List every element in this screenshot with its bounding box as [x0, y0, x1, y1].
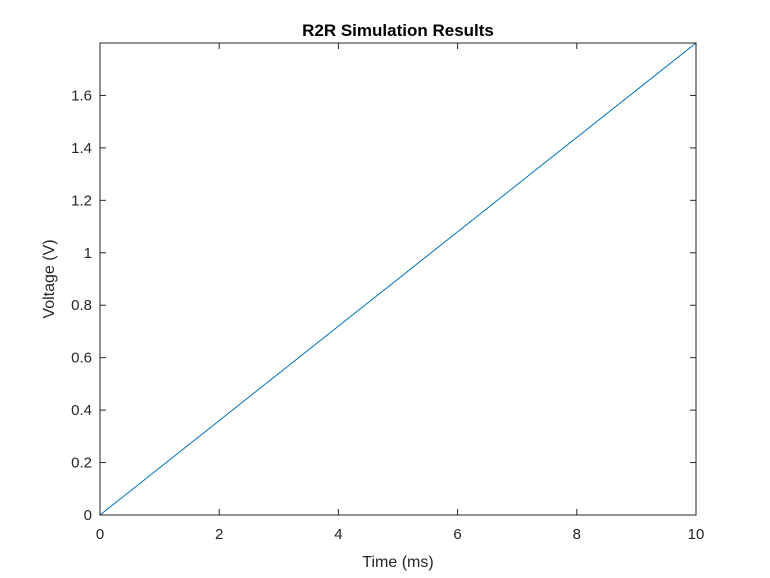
- x-tick-label: 0: [96, 526, 104, 543]
- y-ticks: 0 0.2 0.4 0.6 0.8 1 1.2 1.4 1.6: [71, 87, 696, 524]
- y-tick-label: 0.6: [71, 350, 92, 367]
- y-tick-label: 1.4: [71, 140, 92, 157]
- y-axis-label: Voltage (V): [41, 239, 58, 318]
- x-tick-label: 6: [453, 526, 461, 543]
- x-axis-label: Time (ms): [362, 554, 433, 571]
- y-tick-label: 0.2: [71, 455, 92, 472]
- x-tick-label: 4: [334, 526, 342, 543]
- y-tick-label: 0.8: [71, 297, 92, 314]
- x-tick-label: 2: [215, 526, 223, 543]
- x-ticks: 0 2 4 6 8 10: [96, 43, 705, 543]
- y-tick-label: 1.6: [71, 87, 92, 104]
- chart-title: R2R Simulation Results: [302, 21, 494, 40]
- x-tick-label: 8: [573, 526, 581, 543]
- axes-box: [99, 42, 697, 516]
- x-tick-label: 10: [688, 526, 705, 543]
- y-tick-label: 1: [84, 245, 92, 262]
- y-tick-label: 1.2: [71, 192, 92, 209]
- y-tick-label: 0: [84, 507, 92, 524]
- y-tick-label: 0.4: [71, 402, 92, 419]
